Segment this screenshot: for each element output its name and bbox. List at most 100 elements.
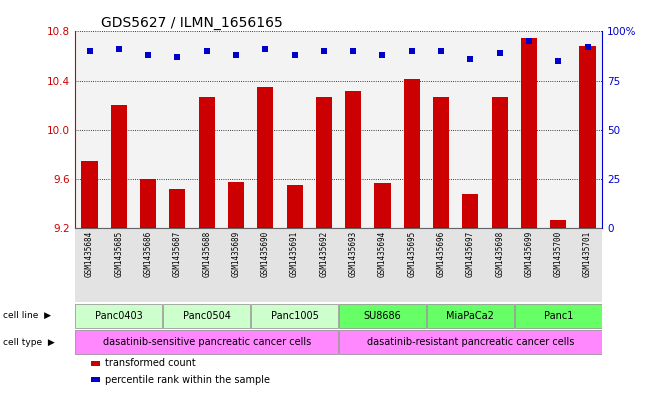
- Text: GSM1435697: GSM1435697: [466, 231, 475, 277]
- Bar: [163, 303, 250, 327]
- Bar: [286, 185, 303, 228]
- Text: GSM1435695: GSM1435695: [408, 231, 416, 277]
- Bar: [404, 79, 420, 228]
- Text: Panc0403: Panc0403: [95, 310, 143, 321]
- Bar: [397, 228, 426, 302]
- Text: GSM1435689: GSM1435689: [232, 231, 240, 277]
- Bar: [257, 87, 273, 228]
- Bar: [514, 228, 544, 302]
- Bar: [339, 228, 368, 302]
- Bar: [573, 31, 602, 228]
- Bar: [456, 31, 485, 228]
- Text: GSM1435692: GSM1435692: [320, 231, 328, 277]
- Bar: [573, 228, 602, 302]
- Bar: [104, 31, 133, 228]
- Text: GDS5627 / ILMN_1656165: GDS5627 / ILMN_1656165: [102, 17, 283, 30]
- Bar: [368, 31, 397, 228]
- Bar: [133, 31, 163, 228]
- Text: GSM1435699: GSM1435699: [525, 231, 533, 277]
- Bar: [515, 303, 602, 327]
- Text: GSM1435691: GSM1435691: [290, 231, 299, 277]
- Bar: [368, 228, 397, 302]
- Point: [85, 48, 95, 54]
- Text: transformed count: transformed count: [105, 358, 196, 368]
- Point: [319, 48, 329, 54]
- Text: GSM1435685: GSM1435685: [115, 231, 123, 277]
- Text: MiaPaCa2: MiaPaCa2: [447, 310, 494, 321]
- Bar: [199, 97, 215, 228]
- Bar: [81, 161, 98, 228]
- Bar: [163, 228, 192, 302]
- Point: [465, 56, 476, 62]
- Bar: [544, 31, 573, 228]
- Text: GSM1435687: GSM1435687: [173, 231, 182, 277]
- Bar: [251, 303, 338, 327]
- Bar: [397, 31, 426, 228]
- Text: GSM1435686: GSM1435686: [144, 231, 152, 277]
- Text: Panc1005: Panc1005: [271, 310, 318, 321]
- Point: [495, 50, 505, 56]
- Bar: [433, 97, 449, 228]
- Bar: [133, 228, 163, 302]
- Bar: [426, 31, 456, 228]
- Text: GSM1435696: GSM1435696: [437, 231, 445, 277]
- Bar: [550, 220, 566, 228]
- Text: SU8686: SU8686: [364, 310, 401, 321]
- Point: [406, 48, 417, 54]
- Text: GSM1435690: GSM1435690: [261, 231, 270, 277]
- Bar: [221, 228, 251, 302]
- Bar: [280, 228, 309, 302]
- Point: [143, 52, 154, 58]
- Bar: [90, 361, 100, 366]
- Bar: [140, 179, 156, 228]
- Text: percentile rank within the sample: percentile rank within the sample: [105, 375, 270, 385]
- Bar: [339, 31, 368, 228]
- Bar: [76, 330, 338, 354]
- Text: GSM1435700: GSM1435700: [554, 231, 562, 277]
- Bar: [76, 303, 162, 327]
- Bar: [492, 97, 508, 228]
- Point: [523, 38, 534, 44]
- Text: Panc0504: Panc0504: [183, 310, 230, 321]
- Bar: [345, 90, 361, 228]
- Text: GSM1435698: GSM1435698: [495, 231, 504, 277]
- Bar: [228, 182, 244, 228]
- Bar: [374, 183, 391, 228]
- Bar: [163, 31, 192, 228]
- Text: cell line  ▶: cell line ▶: [3, 311, 51, 320]
- Text: GSM1435693: GSM1435693: [349, 231, 357, 277]
- Point: [348, 48, 358, 54]
- Bar: [221, 31, 251, 228]
- Bar: [521, 38, 537, 228]
- Bar: [579, 46, 596, 228]
- Point: [260, 46, 271, 52]
- Text: dasatinib-resistant pancreatic cancer cells: dasatinib-resistant pancreatic cancer ce…: [367, 337, 574, 347]
- Point: [202, 48, 212, 54]
- Point: [378, 52, 388, 58]
- Text: GSM1435684: GSM1435684: [85, 231, 94, 277]
- Bar: [104, 228, 133, 302]
- Bar: [90, 377, 100, 382]
- Bar: [426, 228, 456, 302]
- Point: [114, 46, 124, 52]
- Bar: [544, 228, 573, 302]
- Point: [553, 58, 564, 64]
- Point: [173, 54, 183, 60]
- Bar: [111, 105, 127, 228]
- Bar: [309, 31, 339, 228]
- Bar: [339, 303, 426, 327]
- Text: Panc1: Panc1: [544, 310, 573, 321]
- Point: [231, 52, 242, 58]
- Bar: [280, 31, 309, 228]
- Bar: [462, 194, 478, 228]
- Bar: [192, 31, 221, 228]
- Text: GSM1435701: GSM1435701: [583, 231, 592, 277]
- Point: [289, 52, 299, 58]
- Bar: [485, 228, 514, 302]
- Bar: [485, 31, 514, 228]
- Bar: [251, 31, 280, 228]
- Point: [436, 48, 447, 54]
- Bar: [192, 228, 221, 302]
- Bar: [514, 31, 544, 228]
- Text: cell type  ▶: cell type ▶: [3, 338, 55, 347]
